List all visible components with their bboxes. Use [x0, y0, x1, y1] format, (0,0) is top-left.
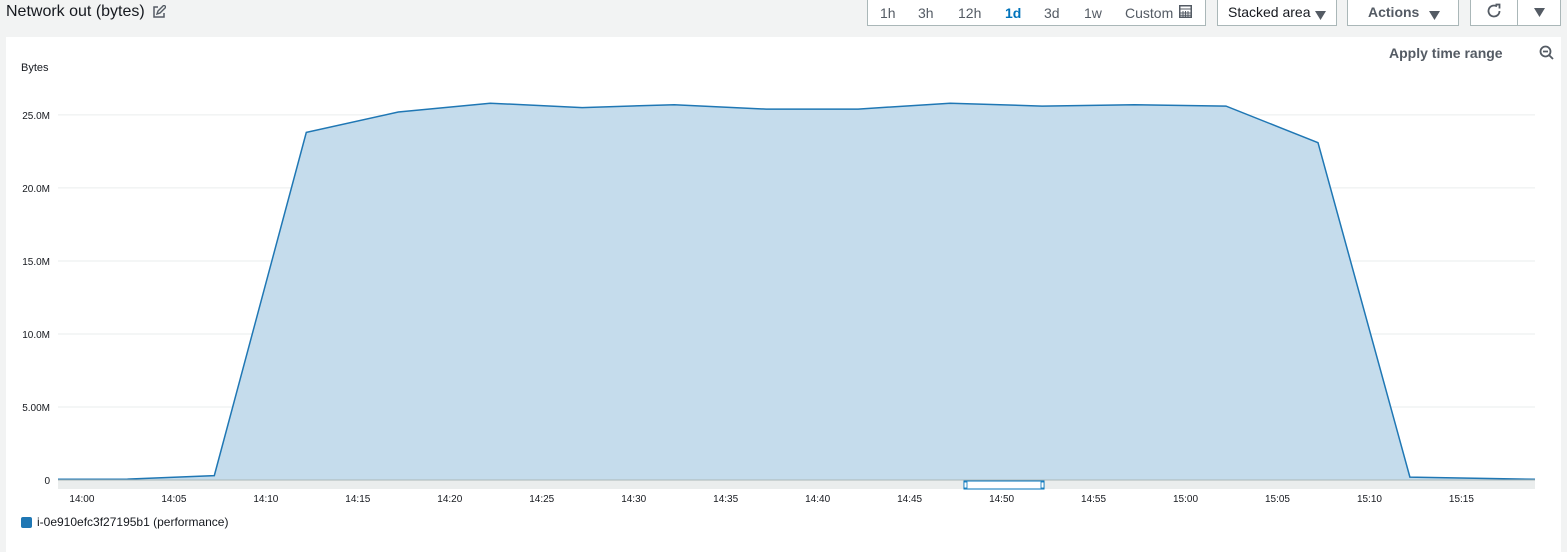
x-tick-label: 15:00 — [1173, 494, 1198, 505]
chart-type-label: Stacked area — [1228, 4, 1311, 20]
actions-label: Actions — [1368, 4, 1420, 20]
apply-time-range-button[interactable]: Apply time range — [1389, 45, 1503, 61]
chart-type-dropdown[interactable]: Stacked area — [1217, 0, 1337, 26]
y-tick-label: 5.00M — [22, 403, 50, 414]
x-axis-track — [58, 480, 1535, 489]
range-1w-button[interactable]: 1w — [1084, 5, 1102, 21]
x-tick-label: 14:10 — [253, 494, 278, 505]
x-tick-label: 14:15 — [345, 494, 370, 505]
chart-legend[interactable]: i-0e910efc3f27195b1 (performance) — [21, 515, 228, 529]
range-1d-button[interactable]: 1d — [1005, 5, 1022, 21]
x-tick-label: 14:40 — [805, 494, 830, 505]
widget-title: Network out (bytes) — [6, 2, 166, 22]
range-custom-button[interactable]: Custom — [1125, 5, 1193, 21]
zoom-out-icon[interactable] — [1539, 45, 1554, 65]
range-1h-button[interactable]: 1h — [880, 5, 896, 21]
x-tick-label: 14:50 — [989, 494, 1014, 505]
y-tick-label: 25.0M — [22, 111, 50, 122]
y-tick-label: 10.0M — [22, 330, 50, 341]
x-tick-label: 14:30 — [621, 494, 646, 505]
series-line — [58, 102, 1536, 481]
series-area — [58, 103, 1535, 480]
x-tick-label: 14:20 — [437, 494, 462, 505]
caret-down-icon — [1533, 4, 1545, 20]
edit-icon[interactable] — [152, 5, 166, 19]
refresh-icon — [1486, 3, 1502, 22]
range-3d-button[interactable]: 3d — [1044, 5, 1060, 21]
x-tick-label: 14:35 — [713, 494, 738, 505]
y-tick-label: 15.0M — [22, 257, 50, 268]
x-tick-label: 14:55 — [1081, 494, 1106, 505]
time-brush-handle[interactable] — [963, 480, 1045, 490]
actions-dropdown[interactable]: Actions — [1347, 0, 1459, 26]
x-tick-label: 14:00 — [69, 494, 94, 505]
refresh-button[interactable] — [1470, 0, 1518, 26]
y-axis-label: Bytes — [21, 62, 49, 74]
caret-down-icon — [1429, 7, 1440, 23]
caret-down-icon — [1315, 7, 1326, 23]
y-tick-label: 20.0M — [22, 184, 50, 195]
x-tick-label: 15:05 — [1265, 494, 1290, 505]
brush-grip-right — [1040, 481, 1045, 489]
x-tick-label: 14:45 — [897, 494, 922, 505]
widget-title-text: Network out (bytes) — [6, 3, 145, 20]
x-tick-label: 15:10 — [1357, 494, 1382, 505]
x-tick-label: 15:15 — [1449, 494, 1474, 505]
x-tick-label: 14:25 — [529, 494, 554, 505]
x-tick-label: 14:05 — [161, 494, 186, 505]
brush-grip-left — [963, 481, 968, 489]
legend-swatch — [21, 516, 32, 528]
range-3h-button[interactable]: 3h — [918, 5, 934, 21]
time-range-selector: 1h 3h 12h 1d 3d 1w Custom — [867, 0, 1206, 26]
refresh-options-dropdown[interactable] — [1517, 0, 1561, 26]
range-12h-button[interactable]: 12h — [958, 5, 982, 21]
calendar-icon — [1179, 5, 1193, 21]
custom-label: Custom — [1125, 5, 1174, 21]
legend-series-label: i-0e910efc3f27195b1 (performance) — [37, 515, 229, 529]
y-tick-label: 0 — [44, 476, 50, 487]
